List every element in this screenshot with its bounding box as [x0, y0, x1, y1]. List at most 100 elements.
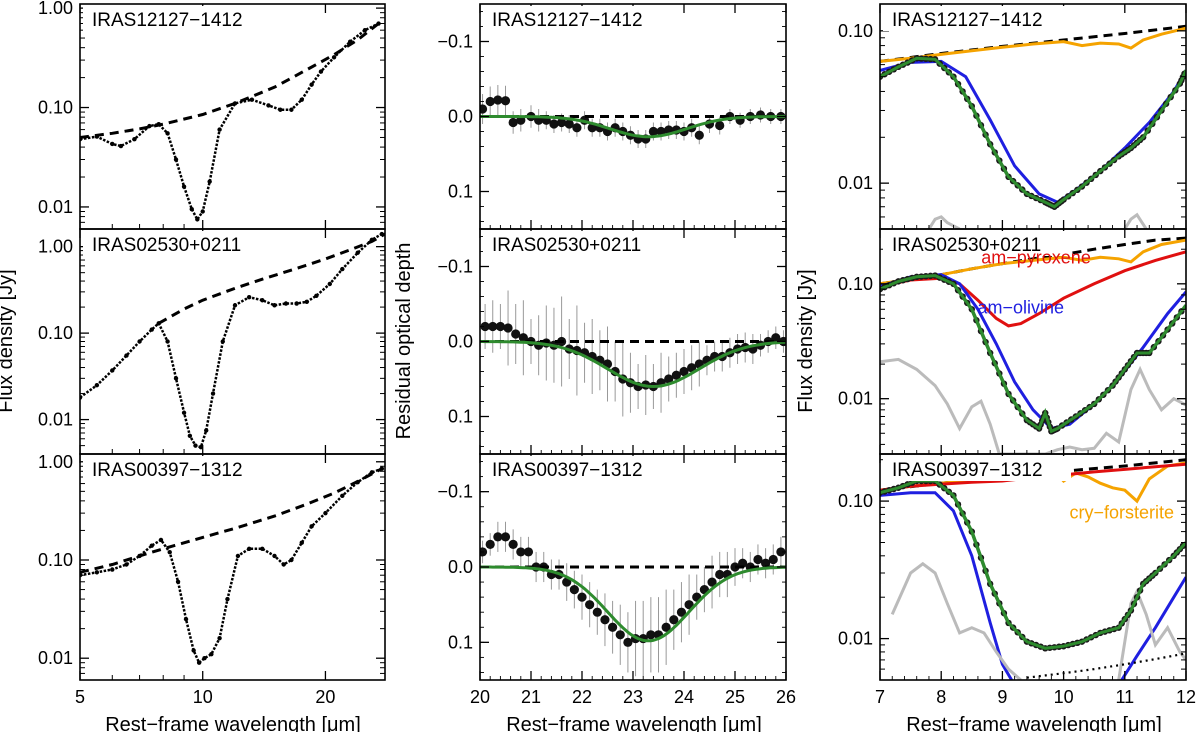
fit-line-overlay	[880, 56, 1186, 209]
y-tick-label: 0.01	[838, 629, 873, 649]
panel-title: IRAS00397−1312	[492, 460, 643, 481]
panel-residual-2: −0.1 0.0 0.1 IRAS02530+0211	[437, 228, 787, 455]
panel-frame	[79, 228, 386, 455]
data-point	[304, 299, 309, 305]
data-point	[569, 585, 579, 595]
ylabel-silicate: Flux density [Jy]	[795, 269, 817, 412]
x-tick-label: 8	[936, 687, 946, 707]
panel-title-bg	[83, 231, 271, 256]
cry-forsterite-line	[880, 238, 1186, 286]
data-point	[488, 321, 498, 332]
data-point	[165, 339, 170, 344]
am-olivine-line	[880, 59, 1186, 204]
panel-sed-1: 0.01 0.10 1.00 IRAS12127−1412	[38, 0, 386, 230]
data-point	[193, 443, 198, 448]
data-point	[158, 537, 164, 543]
data-point	[202, 656, 207, 661]
x-tick-label: 20	[470, 687, 490, 707]
data-point	[493, 532, 503, 542]
panel-frame	[79, 3, 386, 230]
xlabel-sed: Rest−frame wavelength [μm]	[105, 714, 361, 732]
data-point	[776, 547, 786, 557]
y-tick-label: 0.1	[448, 632, 473, 652]
data-point	[110, 567, 115, 572]
xlabel-residual: Rest−frame wavelength [μm]	[506, 714, 762, 732]
data-point	[768, 554, 778, 565]
data-point	[165, 131, 170, 136]
data-point	[715, 569, 725, 580]
data-point	[210, 391, 216, 396]
panel-title: IRAS02530+0211	[892, 235, 1041, 256]
plot-area	[480, 290, 786, 417]
panel-sed-2: 0.01 0.10 1.00 IRAS02530+0211	[38, 228, 386, 455]
plot-area	[80, 231, 385, 450]
y-tick-label: 0.01	[838, 173, 873, 193]
y-tick-label: 0.0	[448, 557, 473, 577]
plot-area	[480, 521, 786, 677]
y-tick-label: −0.1	[437, 32, 473, 52]
data-point	[323, 510, 328, 516]
data-point	[753, 554, 763, 565]
data-point	[485, 539, 495, 550]
panel-title-bg	[883, 231, 1071, 256]
data-point	[355, 250, 360, 255]
panel-residual-1: −0.1 0.0 0.1 IRAS12127−1412	[437, 3, 787, 230]
data-point	[684, 600, 694, 610]
x-tick-label: 23	[623, 687, 643, 707]
data-point	[318, 69, 324, 74]
data-point	[549, 119, 559, 129]
residual-line	[880, 357, 1186, 454]
panel-title-bg	[483, 456, 671, 481]
data-point	[664, 374, 674, 384]
data-point	[669, 615, 679, 625]
y-tick-label: 0.10	[838, 21, 873, 41]
data-point	[149, 543, 154, 548]
y-tick-label: 0.0	[448, 107, 473, 127]
data-point	[289, 107, 294, 112]
y-tick-label: 1.00	[38, 0, 73, 18]
data-point	[196, 660, 202, 665]
data-point	[676, 607, 687, 617]
panel-silicate-3: 7 8 9 10 11 12 0.01 0.10 IRAS00397−1312 cry−forst…	[838, 453, 1196, 707]
y-tick-label: 0.01	[38, 648, 73, 668]
data-point	[110, 141, 115, 147]
data-point	[340, 493, 345, 499]
data-point	[503, 323, 513, 333]
plot-area	[80, 466, 385, 665]
spectrum-points	[80, 22, 380, 222]
data-point	[564, 119, 574, 129]
data-point	[118, 143, 124, 149]
data-point	[694, 130, 704, 140]
y-tick-label: 0.10	[38, 323, 73, 343]
ylabel-residual: Residual optical depth	[393, 243, 415, 440]
data-point	[137, 339, 142, 344]
data-point	[362, 27, 368, 33]
data-point	[235, 553, 241, 559]
data-point	[331, 55, 337, 60]
x-tick-label: 11	[1115, 687, 1134, 707]
y-tick-label: 0.01	[38, 410, 73, 430]
x-tick-label: 26	[776, 687, 796, 707]
data-point	[687, 363, 697, 373]
data-point	[220, 339, 225, 344]
data-point	[173, 157, 179, 162]
y-tick-label: 0.10	[38, 550, 73, 570]
x-tick-label: 9	[997, 687, 1007, 707]
data-point	[225, 596, 230, 602]
data-point	[511, 329, 521, 339]
plot-area	[880, 24, 1186, 229]
y-tick-label: 0.01	[38, 197, 73, 217]
data-point	[480, 104, 488, 114]
panel-residual-3: 20 21 22 23 24 25 26 −0.1 0.0 0.1 IRAS00397−1312	[437, 453, 796, 707]
data-point	[309, 82, 314, 87]
data-point	[577, 592, 587, 602]
x-tick-label: 20	[315, 687, 335, 707]
data-point	[147, 123, 152, 129]
panel-title: IRAS00397−1312	[92, 460, 243, 481]
x-tick-label: 12	[1176, 687, 1196, 707]
panel-title-bg	[883, 6, 1071, 31]
panel-title: IRAS12127−1412	[92, 10, 243, 31]
data-point	[272, 553, 277, 559]
y-tick-label: 0.1	[448, 182, 473, 202]
data-point	[572, 123, 582, 133]
